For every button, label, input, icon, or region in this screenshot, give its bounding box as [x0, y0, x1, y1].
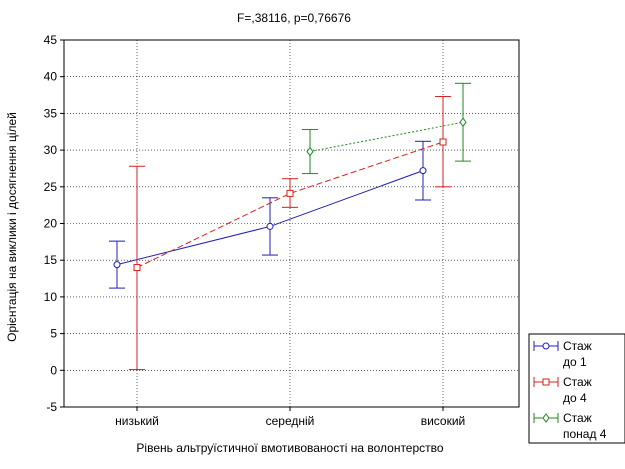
y-tick-label: 30 — [44, 143, 58, 157]
legend-label: до 1 — [563, 355, 587, 369]
series-line — [309, 121, 464, 153]
legend-item-1: Стаж до 1 — [533, 339, 592, 369]
data-point — [306, 146, 314, 157]
data-point — [113, 261, 121, 269]
data-point — [133, 264, 141, 272]
y-tick-label: 25 — [44, 180, 58, 194]
data-point — [419, 167, 427, 175]
data-point — [439, 138, 447, 146]
legend-label: Стаж — [563, 339, 592, 353]
legend-label: понад 4 — [563, 427, 607, 441]
legend-box — [528, 333, 625, 444]
x-tick-label: низький — [115, 414, 159, 428]
y-axis-ticks: -5 0 5 10 15 20 25 30 35 40 45 — [44, 33, 64, 414]
y-axis-title: Орієнтація на виклики і досягнення цілей — [5, 112, 19, 342]
legend-label: Стаж — [563, 411, 592, 425]
y-tick-label: 15 — [44, 253, 58, 267]
series-2 — [129, 96, 451, 371]
series-3 — [302, 82, 471, 175]
legend-item-3: Стаж понад 4 — [533, 411, 607, 441]
legend-label: до 4 — [563, 391, 587, 405]
data-point — [459, 117, 467, 128]
y-tick-label: -5 — [46, 400, 57, 414]
series-1 — [109, 140, 431, 289]
grid — [64, 40, 519, 407]
chart-title: F=,38116, p=0,76676 — [237, 11, 351, 25]
series-line — [136, 141, 444, 268]
x-tick-label: високий — [421, 414, 466, 428]
data-point — [266, 222, 274, 230]
y-tick-label: 45 — [44, 33, 58, 47]
plot-frame — [63, 39, 520, 408]
y-tick-label: 5 — [50, 327, 57, 341]
legend-marker — [542, 342, 550, 350]
data-point — [286, 189, 294, 197]
x-tick-label: середній — [266, 414, 315, 428]
series-layer — [109, 82, 471, 371]
legend-label: Стаж — [563, 375, 592, 389]
y-tick-label: 0 — [50, 363, 57, 377]
legend: Стаж до 1 Стаж до 4 Стаж понад 4 — [528, 333, 625, 444]
legend-marker — [542, 413, 550, 423]
y-tick-label: 10 — [44, 290, 58, 304]
y-tick-label: 20 — [44, 217, 58, 231]
x-axis-ticks: низький середній високий — [115, 407, 465, 428]
y-tick-label: 35 — [44, 106, 58, 120]
x-axis-title: Рівень альтруїстичної вмотивованості на … — [136, 441, 443, 455]
legend-item-2: Стаж до 4 — [533, 375, 592, 405]
y-tick-label: 40 — [44, 70, 58, 84]
legend-marker — [542, 378, 550, 386]
